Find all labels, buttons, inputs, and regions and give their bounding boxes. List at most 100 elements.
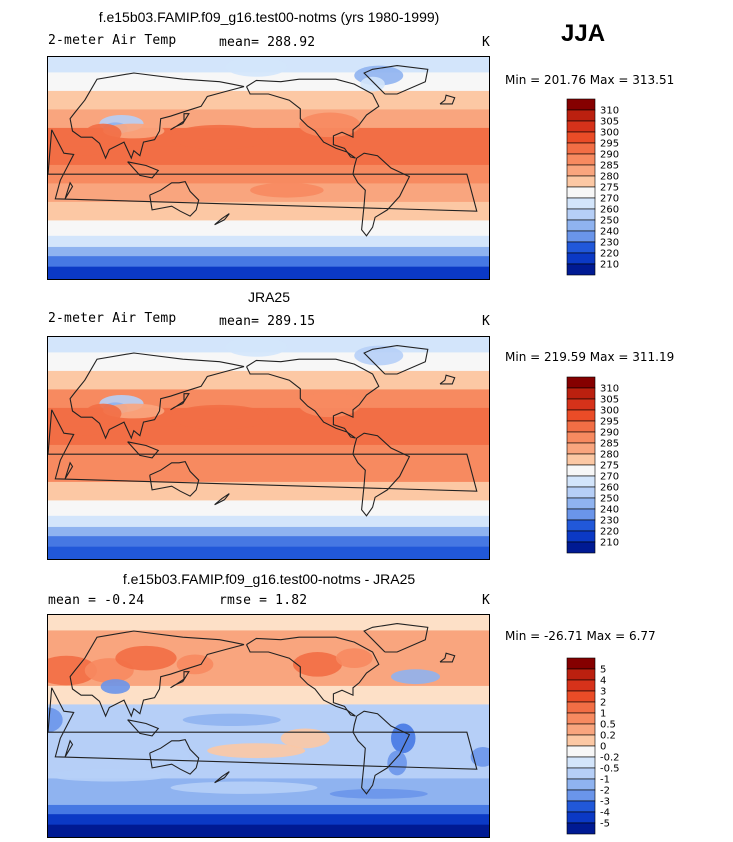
map-diff <box>47 614 490 838</box>
zonal-band <box>48 526 489 537</box>
colorbar-tick-label: 260 <box>600 483 619 494</box>
regional-anomaly <box>48 655 97 686</box>
colorbar-box <box>566 219 596 232</box>
colorbar-box <box>566 164 596 177</box>
coastline <box>439 652 456 663</box>
coastline <box>352 152 411 237</box>
colorbar-box <box>566 442 596 455</box>
coastline <box>363 65 429 95</box>
colorbar-box <box>566 208 596 221</box>
colorbar-box <box>566 175 596 188</box>
zonal-band <box>48 266 489 279</box>
coastline <box>69 72 245 160</box>
colorbar-box <box>566 679 596 692</box>
colorbar-box <box>566 668 596 681</box>
regional-anomaly <box>280 728 330 749</box>
colorbar-box <box>566 519 596 532</box>
coastline <box>170 671 190 689</box>
colorbar-box <box>566 376 596 389</box>
colorbar-box <box>566 409 596 422</box>
minmax-label: Min = 219.59 Max = 311.19 <box>505 350 675 364</box>
panel-title: f.e15b03.FAMIP.f09_g16.test00-notms - JR… <box>122 571 416 587</box>
zonal-band <box>48 109 489 129</box>
zonal-band <box>48 256 489 268</box>
zonal-band <box>48 389 489 409</box>
colorbar-tick-label: 280 <box>600 450 619 461</box>
coastline <box>214 213 230 226</box>
zonal-band <box>48 630 489 650</box>
regional-anomaly <box>225 337 287 357</box>
colorbar-tick-label: 305 <box>600 117 619 128</box>
regional-anomaly <box>299 112 361 138</box>
coastline <box>64 461 74 480</box>
regional-anomaly <box>100 679 131 694</box>
zonal-band <box>48 515 489 528</box>
regional-anomaly <box>225 57 287 77</box>
colorbar-tick-label: 1 <box>600 709 606 720</box>
colorbar-tick-label: -3 <box>600 797 610 808</box>
coastline <box>127 719 160 737</box>
colorbar-box <box>566 800 596 813</box>
colorbar-box <box>566 398 596 411</box>
colorbar-box <box>566 822 596 835</box>
colorbar-box <box>566 464 596 477</box>
colorbar-box <box>566 657 596 670</box>
colorbar-tick-label: -1 <box>600 775 610 786</box>
colorbar-tick-label: 260 <box>600 205 619 216</box>
colorbar-box <box>566 712 596 725</box>
colorbar-tick-label: 295 <box>600 139 619 150</box>
colorbar-tick-label: 0 <box>600 742 606 753</box>
coastline <box>149 180 200 217</box>
coastline <box>363 623 429 653</box>
colorbar-tick-label: 305 <box>600 395 619 406</box>
units-label: K <box>482 593 491 608</box>
colorbar-model: 3103053002952902852802752702602502402302… <box>566 98 619 276</box>
colorbar-box <box>566 431 596 444</box>
regional-anomaly <box>152 746 189 767</box>
colorbar-tick-label: 280 <box>600 172 619 183</box>
minmax-label: Min = -26.71 Max = 6.77 <box>505 629 656 643</box>
colorbar-tick-label: -0.2 <box>600 753 620 764</box>
coastline <box>48 687 478 770</box>
colorbar-tick-label: 285 <box>600 161 619 172</box>
regional-anomaly <box>299 392 361 418</box>
colorbar-tick-label: 300 <box>600 128 619 139</box>
regional-anomaly <box>182 713 281 726</box>
colorbar-box <box>566 197 596 210</box>
coastline <box>170 113 190 131</box>
colorbar-tick-label: 240 <box>600 505 619 516</box>
zonal-band <box>48 667 489 687</box>
colorbar-tick-label: 230 <box>600 516 619 527</box>
colorbar-box <box>566 131 596 144</box>
zonal-band <box>48 793 489 806</box>
colorbar-box <box>566 497 596 510</box>
coastline <box>149 738 200 775</box>
colorbar-box <box>566 142 596 155</box>
zonal-band <box>48 235 489 248</box>
colorbar-box <box>566 778 596 791</box>
colorbar-tick-label: 275 <box>600 461 619 472</box>
regional-anomaly <box>391 669 440 685</box>
zonal-band <box>48 220 489 237</box>
colorbar-tick-label: 290 <box>600 428 619 439</box>
coastline <box>214 771 230 784</box>
colorbar-tick-label: 285 <box>600 439 619 450</box>
colorbar-tick-label: 210 <box>600 260 619 271</box>
regional-anomaly <box>391 723 416 754</box>
colorbar-tick-label: 3 <box>600 687 606 698</box>
zonal-band <box>48 463 489 483</box>
coastline <box>214 493 230 506</box>
colorbar-box <box>566 263 596 276</box>
coastline <box>149 460 200 497</box>
regional-anomaly <box>207 743 306 759</box>
colorbar-tick-label: 290 <box>600 150 619 161</box>
coastline <box>170 393 190 411</box>
minmax-label: Min = 201.76 Max = 313.51 <box>505 73 675 87</box>
zonal-band <box>48 481 489 501</box>
colorbar-tick-label: 250 <box>600 216 619 227</box>
coastline <box>246 636 380 717</box>
regional-anomaly <box>84 123 122 144</box>
coastline <box>246 78 380 159</box>
colorbar-box <box>566 530 596 543</box>
colorbar-tick-label: 310 <box>600 384 619 395</box>
